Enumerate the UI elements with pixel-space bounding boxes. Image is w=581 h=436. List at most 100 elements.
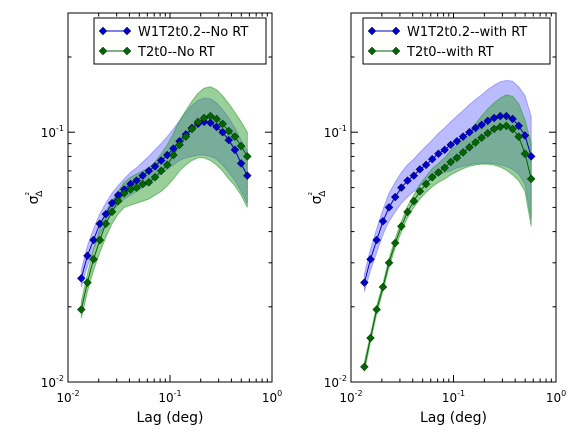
plot-area (77, 86, 252, 319)
series-2-point (77, 305, 86, 314)
series-2-point (144, 178, 154, 187)
series-2-point (520, 149, 530, 159)
legend-marker-2 (367, 46, 377, 56)
series-2-point (415, 187, 425, 196)
axes-frame (350, 12, 557, 383)
legend-marker-1 (98, 26, 108, 36)
series-1-point (390, 192, 400, 202)
series-1-point (403, 176, 412, 185)
panel-2: 10-2 10-1 100 10-2 10-1 Lag (deg) σ²Δ W1T2t0.2-… (308, 12, 566, 426)
series-2-point (224, 126, 234, 136)
series-2-point (193, 117, 203, 127)
series-2-point (132, 183, 141, 192)
series-2-point (169, 150, 178, 160)
series-1-point (502, 111, 511, 121)
series-2-point (156, 166, 166, 176)
series-1-point (477, 120, 486, 130)
series-2-point (187, 124, 197, 134)
legend-marker-1 (391, 26, 401, 36)
series-2-point (452, 153, 462, 163)
error-band-2 (80, 86, 248, 319)
series-2-point (397, 222, 406, 231)
series-line-1 (80, 121, 248, 279)
legend-marker-1 (122, 26, 132, 36)
series-2-point (458, 148, 468, 157)
series-1-point (384, 203, 394, 212)
series-1-point (397, 183, 406, 192)
series-1-point (526, 152, 536, 161)
legend-label-1: W1T2t0.2--No RT (138, 25, 248, 40)
series-1-point (415, 165, 425, 174)
y-tick-label: 10-2 (324, 374, 347, 390)
x-tick-label: 10-2 (339, 389, 362, 405)
series-2-point (360, 362, 369, 372)
series-2-point (409, 196, 419, 206)
series-1-point (212, 122, 221, 132)
x-axis-label: Lag (deg) (420, 410, 487, 426)
x-tick-label: 100 (262, 389, 282, 405)
x-axis-label: Lag (deg) (136, 410, 203, 426)
y-tick-label: 10-1 (41, 124, 64, 140)
series-1-point (77, 274, 86, 283)
series-1-point (421, 160, 431, 170)
series-1-point (495, 111, 505, 121)
series-2-point (526, 174, 536, 184)
series-2-point (230, 132, 240, 141)
series-1-point (101, 209, 111, 219)
series-1-point (508, 114, 517, 124)
series-1-point (138, 171, 147, 180)
legend-label-2: T2t0--with RT (406, 45, 494, 60)
series-2-point (175, 140, 184, 150)
series-1-point (434, 149, 443, 159)
series-2-point (446, 157, 456, 167)
series-1-point (224, 135, 234, 145)
series-1-point (465, 127, 474, 137)
series-1-point (156, 156, 166, 165)
series-1-point (360, 278, 369, 287)
series-2-point (366, 333, 375, 343)
series-line-2 (80, 115, 248, 310)
series-2-point (378, 282, 388, 292)
series-2-point (434, 168, 443, 177)
series-1-point (520, 131, 530, 140)
series-2-point (502, 121, 511, 131)
series-2-point (390, 238, 400, 248)
series-1-point (471, 123, 480, 133)
series-2-point (243, 152, 252, 161)
series-2-point (465, 143, 474, 152)
series-1-point (243, 171, 252, 180)
series-2-point (236, 141, 246, 151)
series-2-point (471, 138, 480, 147)
series-2-point (181, 132, 191, 141)
series-1-point (366, 254, 375, 264)
series-1-point (162, 150, 172, 160)
series-2-point (403, 207, 412, 217)
series-1-point (378, 216, 388, 226)
legend-marker-2 (122, 46, 132, 56)
series-2-point (83, 278, 92, 287)
legend-box (362, 17, 551, 65)
series-1-point (409, 171, 419, 180)
series-1-point (452, 136, 462, 146)
x-tick-label: 100 (546, 389, 566, 405)
series-2-point (89, 254, 98, 264)
legend-marker-2 (391, 46, 401, 56)
series-1-point (458, 132, 468, 141)
series-2-point (95, 235, 105, 245)
x-tick-label: 10-1 (158, 389, 181, 405)
series-1-point (150, 162, 160, 171)
series-2-point (372, 305, 381, 314)
legend-box (93, 17, 267, 65)
series-2-point (150, 172, 160, 182)
y-tick-label: 10-1 (324, 124, 347, 140)
series-1-point (483, 116, 493, 126)
panel-1: 10-2 10-1 100 10-2 10-1 Lag (deg) σ²Δ W1T2t0.2-… (25, 12, 282, 426)
series-1-point (89, 235, 98, 245)
series-2-point (427, 172, 437, 182)
series-1-point (83, 251, 92, 261)
series-2-point (212, 114, 221, 124)
series-1-point (206, 118, 215, 128)
series-1-point (514, 121, 524, 131)
series-2-point (119, 188, 129, 198)
legend-marker-1 (367, 26, 377, 36)
